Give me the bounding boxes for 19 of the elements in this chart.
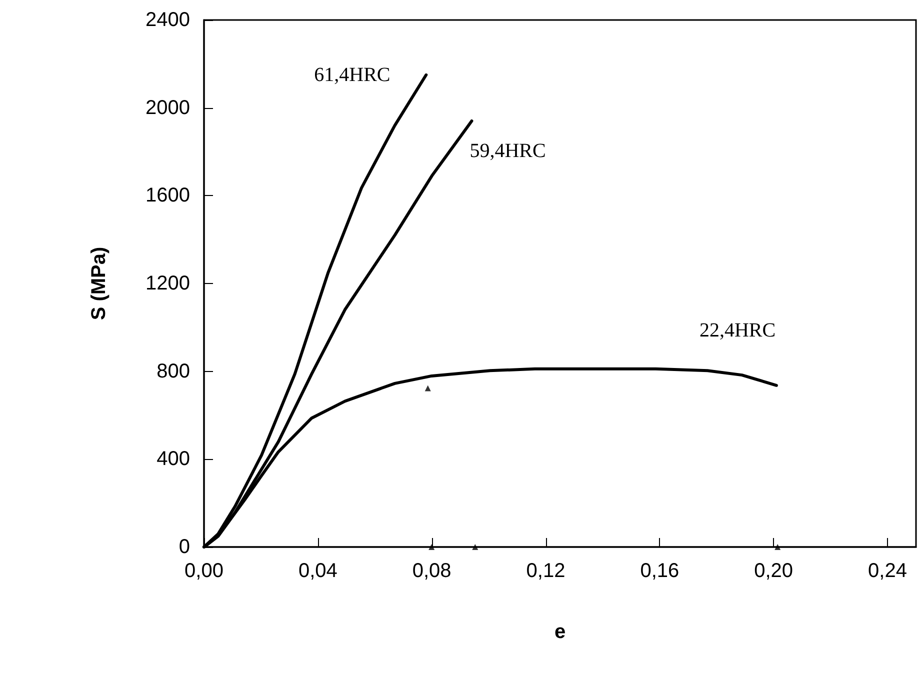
series-label: 61,4HRC bbox=[314, 64, 390, 86]
y-tick-label: 2400 bbox=[146, 9, 190, 31]
y-tick-label: 800 bbox=[156, 360, 190, 382]
y-axis-title: S (MPa) bbox=[88, 246, 110, 320]
y-tick-label: 400 bbox=[156, 448, 190, 470]
x-tick-label: 0,12 bbox=[526, 560, 566, 582]
y-tick-label: 1200 bbox=[146, 272, 190, 294]
x-axis-title: e bbox=[554, 621, 566, 643]
series-label: 22,4HRC bbox=[699, 319, 776, 342]
x-tick-label: 0,08 bbox=[412, 560, 452, 582]
y-tick-label: 0 bbox=[178, 536, 190, 558]
x-tick-label: 0,20 bbox=[754, 560, 794, 582]
x-tick-label: 0,24 bbox=[868, 560, 907, 582]
series-label: 59,4HRC bbox=[470, 140, 546, 162]
x-tick-label: 0,04 bbox=[298, 560, 338, 582]
y-tick-label: 2000 bbox=[146, 96, 190, 119]
y-tick-label: 1600 bbox=[146, 184, 190, 207]
x-tick-label: 0,16 bbox=[640, 560, 680, 582]
x-tick-label: 0,00 bbox=[184, 560, 224, 582]
